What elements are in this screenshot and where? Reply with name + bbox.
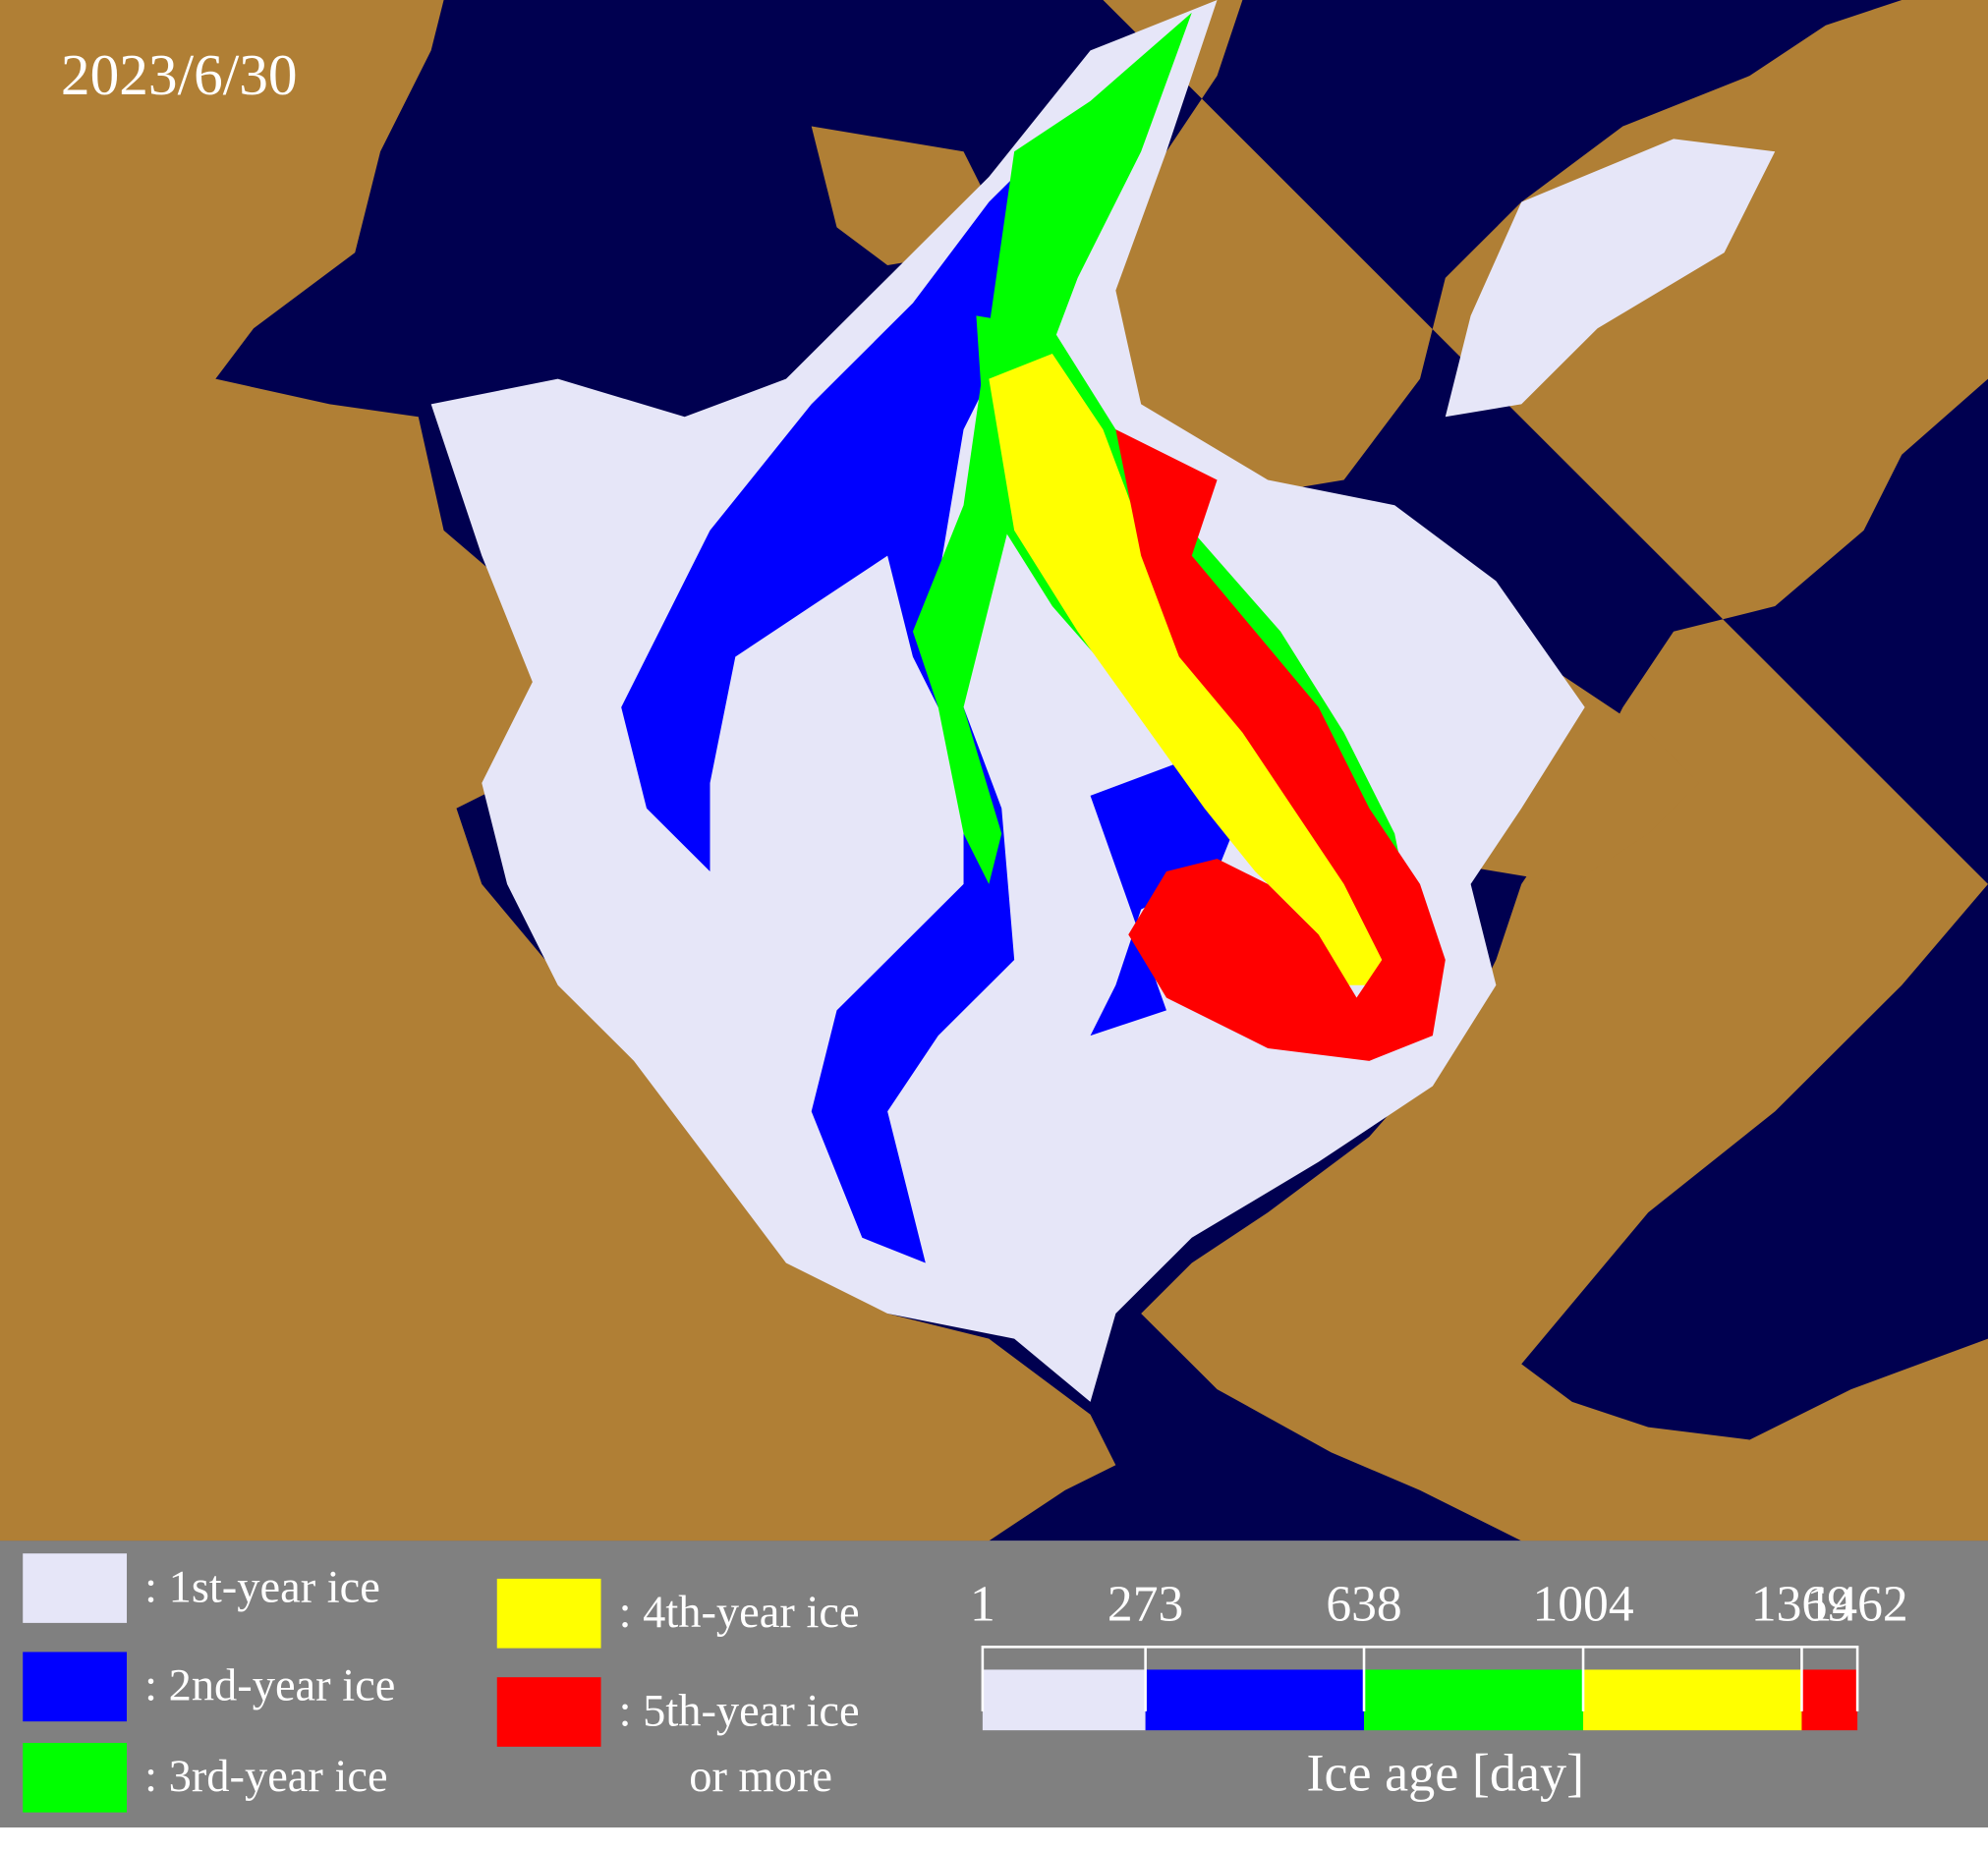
legend-label: : 3rd-year ice xyxy=(144,1752,388,1802)
colorbar-tick-label: 638 xyxy=(1326,1577,1401,1633)
sea-ice xyxy=(1445,139,1776,418)
colorbar-tick-label: 1004 xyxy=(1532,1577,1633,1633)
second-year-ice xyxy=(621,151,1040,1263)
legend-swatch xyxy=(23,1652,128,1722)
legend-label: or more xyxy=(689,1752,832,1802)
legend-label: : 4th-year ice xyxy=(619,1588,860,1638)
legend-label: : 1st-year ice xyxy=(144,1562,380,1612)
land xyxy=(1090,0,1988,1541)
colorbar-tick-label: 1 xyxy=(970,1577,995,1633)
legend-swatch xyxy=(496,1578,601,1649)
legend-swatch xyxy=(496,1677,601,1747)
legend-label: : 2nd-year ice xyxy=(144,1661,395,1711)
legend: : 1st-year ice : 2nd-year ice : 3rd-year i… xyxy=(23,1553,860,1813)
colorbar-segment xyxy=(1801,1669,1858,1731)
legend-swatch xyxy=(23,1553,128,1623)
legend-label: : 5th-year ice xyxy=(619,1686,860,1736)
map: 2023/6/30 xyxy=(0,0,1988,1541)
colorbar-tick-label: 1462 xyxy=(1807,1577,1908,1633)
land xyxy=(0,0,1116,1541)
fifth-year-ice xyxy=(1115,429,1446,1061)
colorbar-segment xyxy=(1583,1669,1802,1731)
third-year-ice xyxy=(912,12,1192,884)
colorbar-tick-label: 1369 xyxy=(1751,1577,1852,1633)
fourth-year-ice xyxy=(989,353,1383,985)
colorbar-tick-label: 273 xyxy=(1108,1577,1183,1633)
colorbar-segment xyxy=(1364,1669,1584,1731)
legend-swatch xyxy=(23,1743,128,1813)
colorbar-segment xyxy=(1145,1669,1365,1731)
colorbar-segment xyxy=(982,1669,1146,1731)
colorbar-title: Ice age [day] xyxy=(1306,1743,1584,1802)
date-label: 2023/6/30 xyxy=(61,42,298,107)
